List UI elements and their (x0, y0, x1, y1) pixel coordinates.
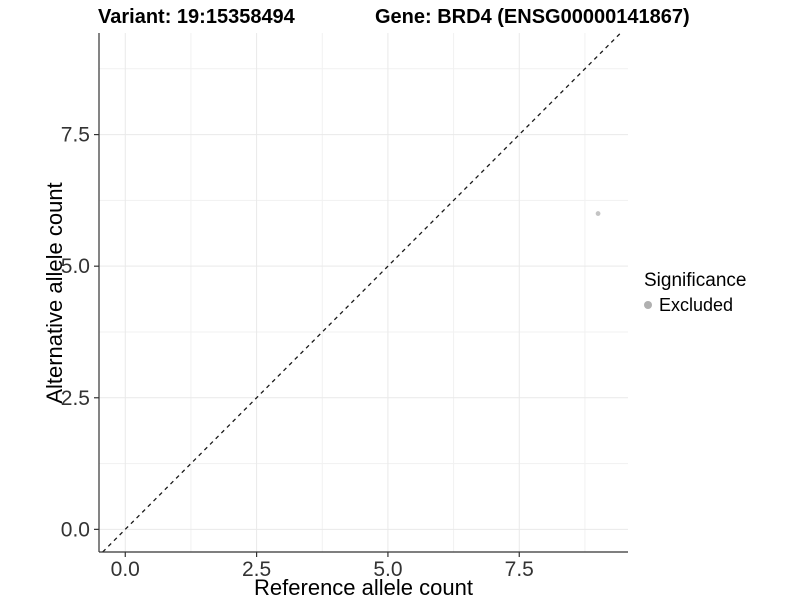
x-tick-label: 7.5 (505, 558, 534, 581)
legend-item-excluded: Excluded (644, 295, 746, 315)
y-tick-label: 2.5 (61, 387, 90, 410)
y-tick-label: 7.5 (61, 124, 90, 147)
identity-line (102, 32, 622, 553)
variant-title: Variant: 19:15358494 (98, 6, 295, 28)
x-tick-label: 0.0 (111, 558, 140, 581)
legend: Significance Excluded (644, 270, 746, 315)
y-tick-label: 5.0 (61, 255, 90, 278)
y-axis-title: Alternative allele count (42, 182, 67, 404)
legend-item-label: Excluded (659, 295, 734, 315)
x-tick-label: 5.0 (373, 558, 402, 581)
x-tick-label: 2.5 (242, 558, 271, 581)
gene-title: Gene: BRD4 (ENSG00000141867) (375, 6, 690, 28)
y-tick-label: 0.0 (61, 518, 90, 541)
excluded-point-icon (644, 301, 652, 309)
data-point (595, 211, 601, 216)
legend-title: Significance (644, 270, 747, 291)
x-axis-title: Reference allele count (254, 575, 473, 600)
